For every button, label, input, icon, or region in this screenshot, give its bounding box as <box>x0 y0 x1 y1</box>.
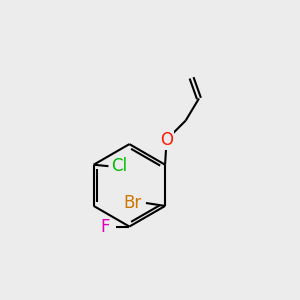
Text: F: F <box>101 218 110 236</box>
Text: O: O <box>160 131 173 149</box>
Text: Br: Br <box>123 194 142 212</box>
Text: Cl: Cl <box>111 157 128 175</box>
